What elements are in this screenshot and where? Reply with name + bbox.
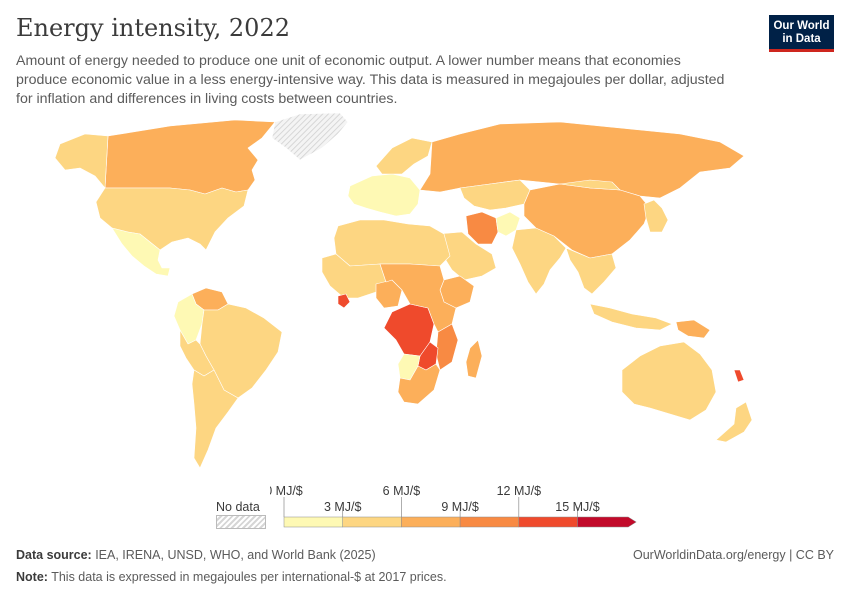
legend-tick-label: 9 MJ/$ bbox=[441, 500, 479, 514]
legend-tick-label: 12 MJ/$ bbox=[497, 484, 542, 498]
legend-bin[interactable] bbox=[401, 516, 461, 528]
logo-line-2: in Data bbox=[782, 33, 821, 45]
region-north-africa[interactable] bbox=[333, 219, 451, 267]
region-mongolia[interactable] bbox=[559, 179, 621, 191]
region-colombia-ecuador[interactable] bbox=[173, 293, 205, 345]
region-sierra-leone[interactable] bbox=[337, 293, 351, 309]
region-canada[interactable] bbox=[104, 119, 276, 195]
region-new-caledonia[interactable] bbox=[733, 369, 745, 383]
region-south-africa[interactable] bbox=[397, 363, 441, 405]
region-madagascar[interactable] bbox=[465, 339, 483, 379]
legend-bin[interactable] bbox=[577, 516, 637, 528]
region-new-zealand[interactable] bbox=[715, 401, 753, 443]
color-legend: 0 MJ/$ 6 MJ/$ 12 MJ/$ 3 MJ/$ 9 MJ/$ 15 MJ/$ bbox=[270, 484, 637, 528]
region-mexico[interactable] bbox=[111, 227, 171, 277]
world-map bbox=[54, 112, 753, 469]
logo-line-1: Our World bbox=[773, 20, 830, 32]
region-kazakhstan[interactable] bbox=[459, 179, 531, 211]
legend-tick-label: 3 MJ/$ bbox=[324, 500, 362, 514]
region-scandinavia[interactable] bbox=[375, 137, 433, 175]
region-east-africa[interactable] bbox=[379, 263, 457, 333]
region-alaska[interactable] bbox=[54, 133, 109, 189]
region-arabian-peninsula[interactable] bbox=[437, 231, 497, 281]
legend-no-data-label: No data bbox=[216, 500, 260, 514]
region-papua-new-guinea[interactable] bbox=[675, 319, 711, 339]
region-japan-korea[interactable] bbox=[643, 199, 669, 233]
data-source-label: Data source: bbox=[16, 548, 92, 562]
region-greenland[interactable] bbox=[271, 112, 349, 161]
region-western-europe[interactable] bbox=[347, 173, 421, 217]
legend-bin[interactable] bbox=[518, 516, 578, 528]
region-argentina-chile[interactable] bbox=[191, 369, 239, 469]
legend-no-data-swatch bbox=[216, 515, 266, 529]
legend-bin[interactable] bbox=[459, 516, 520, 528]
region-indonesia[interactable] bbox=[589, 303, 673, 331]
data-source: Data source: IEA, IRENA, UNSD, WHO, and … bbox=[16, 548, 376, 562]
owid-logo[interactable]: Our World in Data bbox=[769, 15, 834, 52]
chart-note: Note: This data is expressed in megajoul… bbox=[16, 570, 447, 584]
region-southeast-asia[interactable] bbox=[565, 247, 617, 295]
region-australia[interactable] bbox=[621, 341, 717, 421]
attribution-link[interactable]: OurWorldinData.org/energy | CC BY bbox=[632, 548, 834, 562]
legend-bin[interactable] bbox=[342, 516, 402, 528]
chart-title: Energy intensity, 2022 bbox=[16, 14, 290, 42]
legend-tick-label: 6 MJ/$ bbox=[383, 484, 421, 498]
legend-tick-label: 15 MJ/$ bbox=[555, 500, 600, 514]
region-united-states[interactable] bbox=[95, 187, 249, 251]
chart-subtitle: Amount of energy needed to produce one u… bbox=[16, 53, 725, 107]
region-iran[interactable] bbox=[465, 211, 499, 245]
legend-bin[interactable] bbox=[283, 516, 343, 528]
legend-tick-label: 0 MJ/$ bbox=[270, 484, 303, 498]
note-text: This data is expressed in megajoules per… bbox=[47, 570, 447, 584]
data-source-text: IEA, IRENA, UNSD, WHO, and World Bank (2… bbox=[91, 548, 376, 562]
note-label: Note: bbox=[16, 570, 48, 584]
